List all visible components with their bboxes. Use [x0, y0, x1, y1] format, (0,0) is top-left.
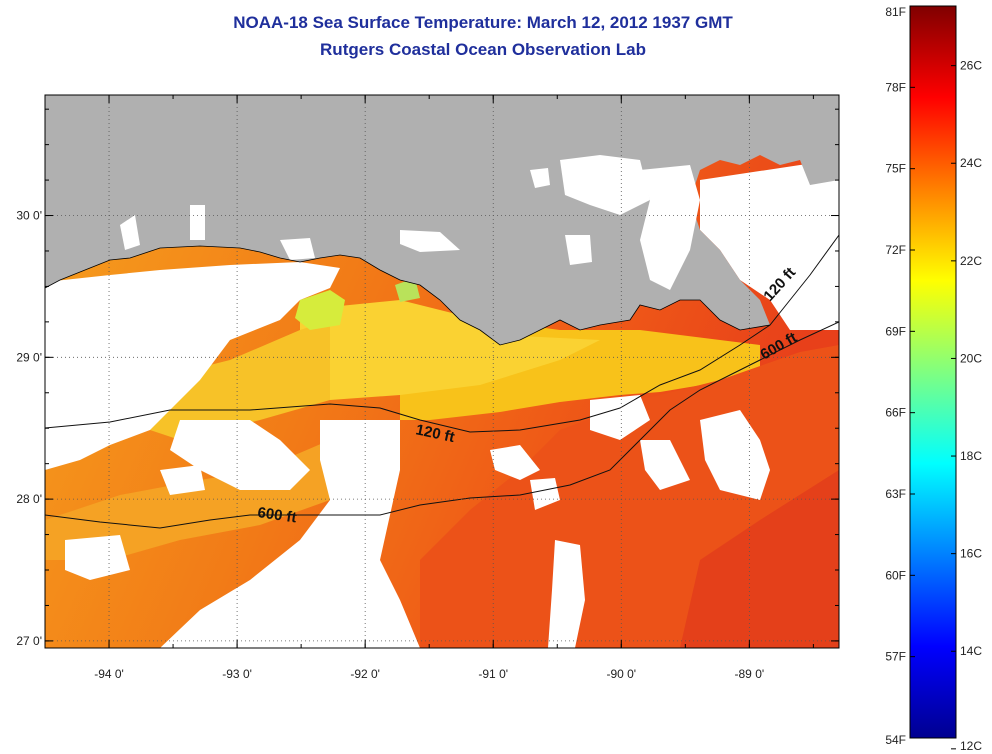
- y-tick-label: 30 0': [16, 209, 42, 223]
- cool-patch-north: [395, 278, 420, 302]
- colorbar-f-label: 60F: [885, 568, 906, 582]
- colorbar-c-label: 14C: [960, 644, 982, 658]
- colorbar-f-label: 66F: [885, 406, 906, 420]
- x-tick-label: -94 0': [94, 667, 124, 681]
- cloud-west-central: [170, 420, 310, 490]
- y-tick-label: 28 0': [16, 492, 42, 506]
- colorbar-c-label: 24C: [960, 156, 982, 170]
- cool-patch-central: [295, 290, 345, 330]
- colorbar-f-label: 78F: [885, 80, 906, 94]
- cloud-center: [160, 420, 420, 648]
- map-axes: -94 0' -93 0' -92 0' -91 0' -90 0' -89 0' 30 0…: [16, 95, 839, 681]
- cloud-east-a: [590, 395, 650, 440]
- cloud-south: [548, 540, 585, 648]
- cloud-northeast: [700, 160, 839, 330]
- y-tick-label: 27 0': [16, 634, 42, 648]
- cloud-west-small: [160, 465, 205, 495]
- inner-shelf-band: [300, 300, 600, 400]
- cloud-northwest: [45, 262, 340, 470]
- colorbar-c-label: 22C: [960, 254, 982, 268]
- map-title: NOAA-18 Sea Surface Temperature: March 1…: [233, 13, 733, 32]
- x-tick-label: -89 0': [735, 667, 765, 681]
- colorbar-c-label: 12C: [960, 739, 982, 753]
- colorbar-labels: 81F 78F 75F 72F 69F 66F 63F 60F 57F 54F 26C 24C 22C 2…: [885, 5, 982, 753]
- lat-lon-grid: [45, 95, 839, 648]
- coastline: [45, 245, 771, 346]
- land-cloud-1: [560, 155, 650, 215]
- x-tick-label: -93 0': [222, 667, 252, 681]
- colorbar-f-label: 81F: [885, 5, 906, 19]
- colorbar: [909, 5, 957, 739]
- x-tick-label: -91 0': [478, 667, 508, 681]
- colorbar-f-label: 63F: [885, 487, 906, 501]
- contour-label-600ft-a: 600 ft: [256, 504, 297, 526]
- cloud-southwest: [65, 535, 130, 580]
- colorbar-c-label: 18C: [960, 449, 982, 463]
- colorbar-c-label: 16C: [960, 547, 982, 561]
- x-tick-label: -92 0': [350, 667, 380, 681]
- colorbar-f-label: 69F: [885, 324, 906, 338]
- cloud-mid-south: [490, 445, 540, 480]
- land-cloud-6: [280, 238, 315, 260]
- map-subtitle: Rutgers Coastal Ocean Observation Lab: [320, 40, 646, 59]
- cloud-east-b: [700, 410, 770, 500]
- colorbar-f-label: 75F: [885, 162, 906, 176]
- y-tick-label: 29 0': [16, 350, 42, 364]
- x-tick-label: -90 0': [606, 667, 636, 681]
- colorbar-f-label: 72F: [885, 243, 906, 257]
- land-cloud-3: [640, 165, 700, 290]
- cloud-east-c: [640, 440, 690, 490]
- colorbar-c-label: 26C: [960, 59, 982, 73]
- map-panel: [45, 95, 839, 648]
- land: [45, 95, 839, 345]
- colorbar-f-label: 57F: [885, 650, 906, 664]
- land-cloud-5: [400, 230, 460, 252]
- land-cloud-4: [565, 235, 592, 265]
- map-frame: [44, 94, 840, 649]
- land-cloud-8: [120, 215, 140, 250]
- offshore-hot-core: [680, 470, 839, 648]
- cloud-mid-south-2: [530, 478, 560, 510]
- land-cloud-7: [190, 205, 205, 240]
- colorbar-c-label: 20C: [960, 351, 982, 365]
- contour-120ft: [45, 234, 839, 433]
- colorbar-f-label: 54F: [885, 733, 906, 747]
- land-cloud-2: [530, 168, 550, 188]
- contour-600ft: [45, 321, 839, 529]
